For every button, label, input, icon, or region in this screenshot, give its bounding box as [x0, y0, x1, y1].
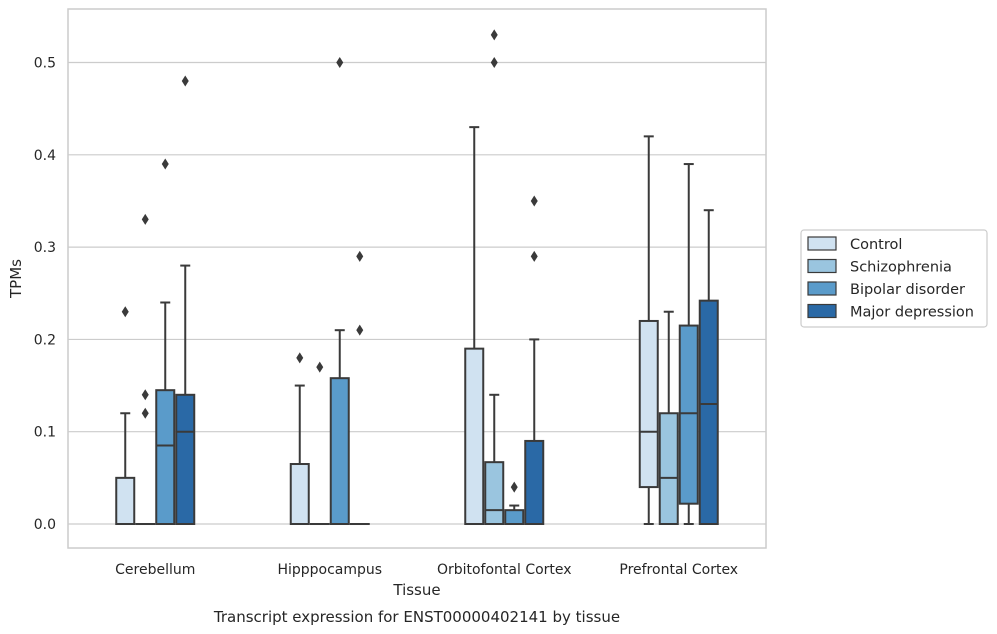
outlier-point	[530, 250, 538, 262]
legend-swatch	[807, 236, 837, 251]
box-body	[289, 463, 310, 526]
x-tick-labels: Cerebellum Hipppocampus Orbitofontal Corte…	[115, 562, 738, 578]
box-1-2	[329, 57, 350, 526]
box-3-0	[638, 135, 659, 526]
box-body	[658, 412, 679, 526]
boxes	[115, 29, 719, 526]
x-axis-label: Tissue	[392, 581, 440, 599]
box-2-1	[484, 29, 505, 526]
y-tick-label: 0.5	[34, 56, 56, 72]
outlier-point	[296, 352, 304, 364]
box-body	[464, 347, 485, 526]
box-1-3	[349, 250, 370, 526]
box-body	[115, 476, 136, 526]
outlier-point	[510, 481, 518, 493]
outlier-point	[530, 195, 538, 207]
plot-frame	[67, 8, 767, 549]
box-body	[484, 461, 505, 526]
x-tick-label: Prefrontal Cortex	[619, 562, 738, 578]
outlier-point	[316, 361, 324, 373]
legend-swatch	[807, 303, 837, 319]
y-tick-labels: 0.0 0.1 0.2 0.3 0.4 0.5	[34, 56, 56, 533]
outlier-point	[336, 57, 344, 69]
box-1-1	[309, 361, 330, 526]
box-0-3	[175, 75, 196, 526]
y-tick-label: 0.2	[34, 332, 56, 348]
legend-swatch	[807, 258, 837, 274]
legend-entry: Control	[850, 237, 902, 253]
box-body	[678, 324, 699, 505]
y-axis-label: TPMs	[7, 259, 25, 299]
outlier-point	[141, 213, 149, 225]
y-tick-label: 0.3	[34, 240, 56, 256]
box-0-0	[115, 306, 136, 526]
outlier-point	[141, 389, 149, 401]
x-tick-label: Hipppocampus	[277, 562, 382, 578]
outlier-point	[356, 250, 364, 262]
box-body	[638, 319, 659, 489]
legend-entry: Major depression	[850, 305, 974, 321]
box-3-1	[658, 310, 679, 526]
legend: Control Schizophrenia Bipolar disorder Majo…	[800, 229, 988, 328]
outlier-point	[141, 407, 149, 419]
legend-entry: Bipolar disorder	[850, 282, 965, 298]
box-3-3	[698, 209, 719, 526]
outlier-point	[356, 324, 364, 336]
box-body	[698, 299, 719, 526]
chart-title: Transcript expression for ENST0000040214…	[213, 608, 620, 626]
x-tick-label: Orbitofontal Cortex	[437, 562, 572, 578]
legend-swatch	[807, 281, 837, 296]
box-0-1	[135, 213, 156, 526]
outlier-point	[161, 158, 169, 170]
box-body	[155, 389, 176, 526]
box-body	[175, 393, 196, 526]
outlier-point	[490, 29, 498, 41]
box-body	[504, 509, 525, 526]
box-body	[329, 377, 350, 526]
box-body	[524, 439, 545, 526]
box-2-2	[504, 481, 525, 526]
box-3-2	[678, 163, 699, 526]
outlier-point	[181, 75, 189, 87]
y-tick-label: 0.0	[34, 517, 56, 533]
box-0-2	[155, 158, 176, 526]
legend-frame	[800, 229, 988, 328]
outlier-point	[490, 57, 498, 69]
y-tick-label: 0.1	[34, 425, 56, 441]
y-tick-label: 0.4	[34, 148, 56, 164]
box-2-0	[464, 126, 485, 526]
box-1-0	[289, 352, 310, 526]
legend-entry: Schizophrenia	[850, 260, 952, 276]
outlier-point	[121, 306, 129, 318]
box-2-3	[524, 195, 545, 526]
x-tick-label: Cerebellum	[115, 562, 195, 578]
